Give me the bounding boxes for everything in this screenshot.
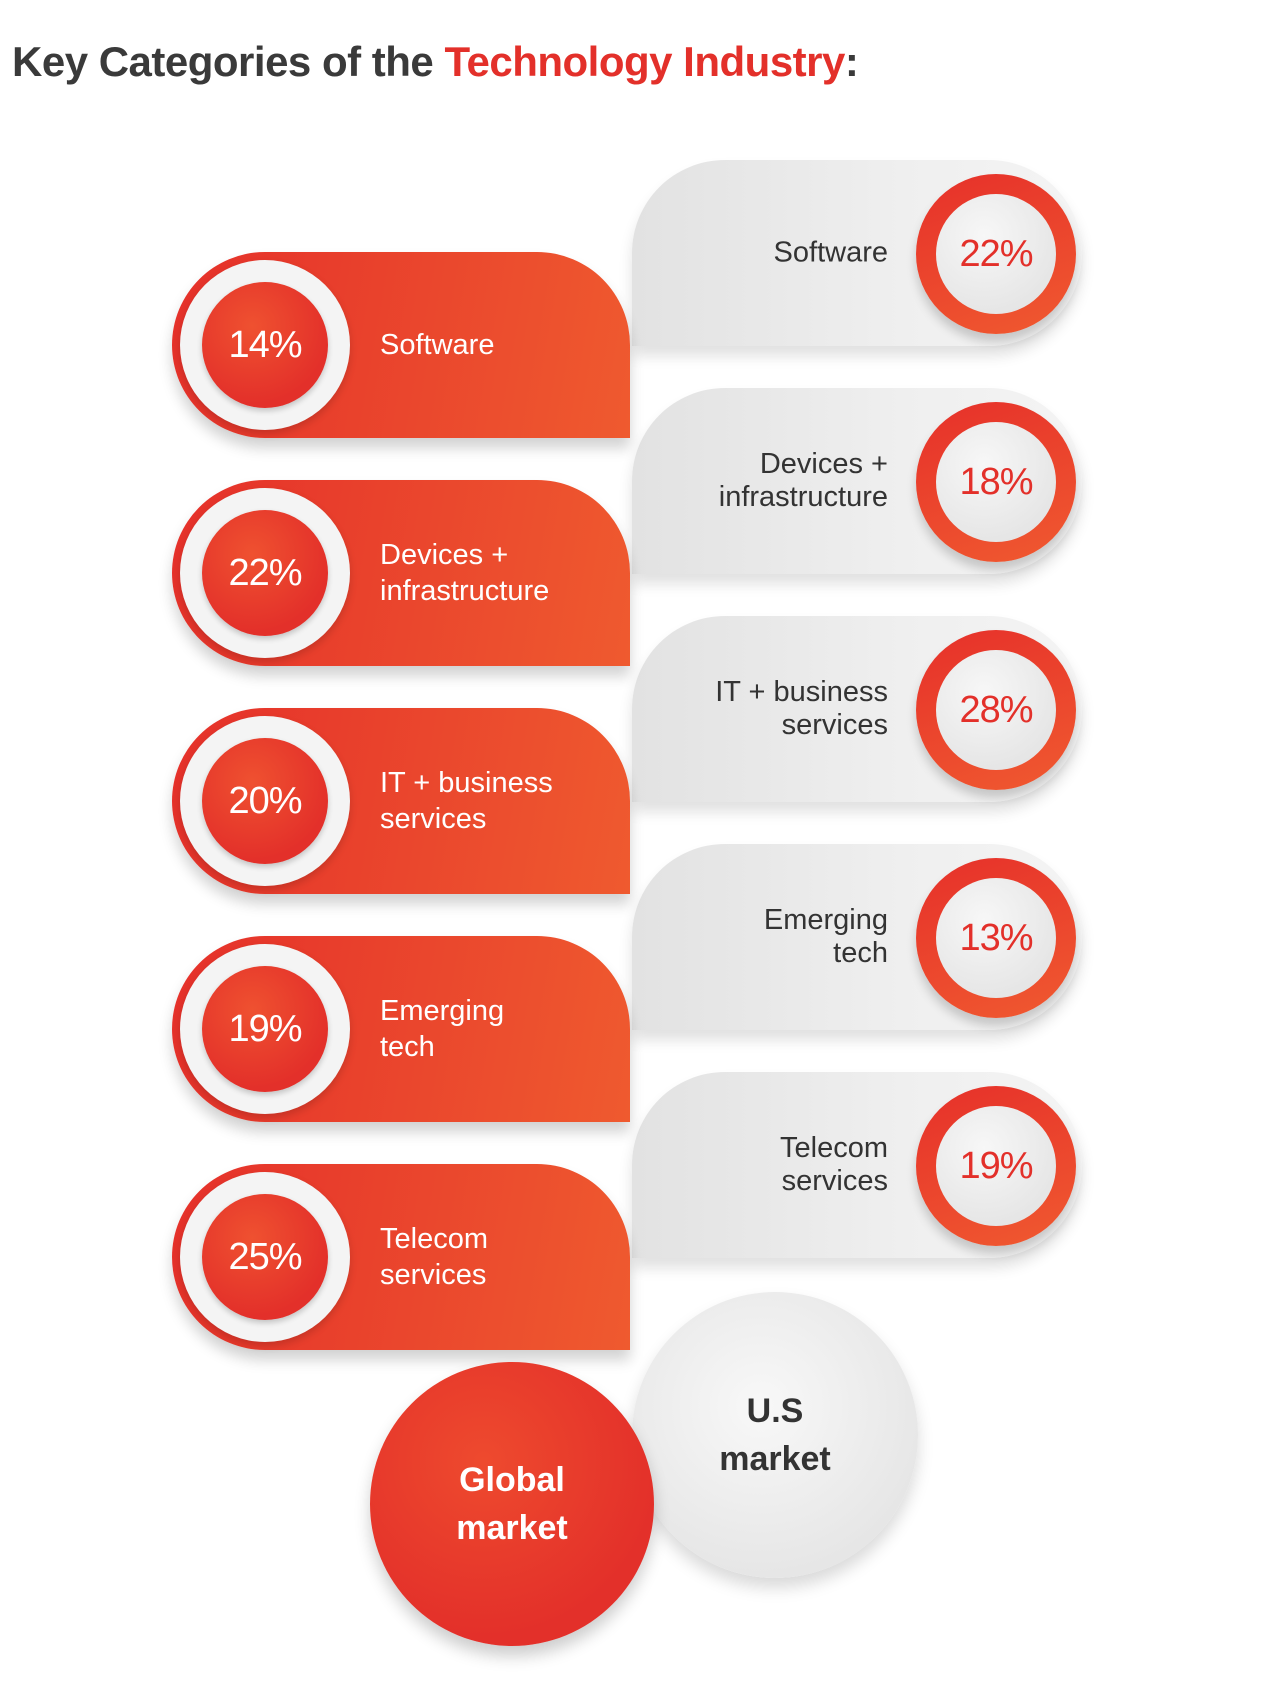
global-item-emerging-tech: 19% Emerging tech — [172, 936, 630, 1122]
global-item-telecom: 25% Telecom services — [172, 1164, 630, 1350]
global-item-software: 14% Software — [172, 252, 630, 438]
us-item-label: Devices + infrastructure — [718, 448, 888, 513]
us-percent-ring: 18% — [916, 402, 1076, 562]
global-item-label: Telecom services — [380, 1223, 488, 1291]
us-percent: 22% — [959, 232, 1033, 275]
global-percent-ring: 19% — [180, 944, 350, 1114]
global-item-label: Emerging tech — [380, 995, 505, 1063]
page-title: Key Categories of the Technology Industr… — [12, 38, 859, 86]
global-item-devices: 22% Devices + infrastructure — [172, 480, 630, 666]
global-percent-ring: 20% — [180, 716, 350, 886]
us-item-label: IT + business services — [715, 676, 888, 741]
global-market-circle: Global market — [370, 1362, 654, 1646]
global-percent-ring: 14% — [180, 260, 350, 430]
us-percent: 19% — [959, 1144, 1033, 1187]
global-item-label: Software — [380, 329, 495, 361]
global-percent: 22% — [228, 551, 302, 594]
global-percent: 19% — [228, 1007, 302, 1050]
us-item-it-services: IT + business services 28% — [632, 616, 1082, 802]
title-highlight: Technology Industry — [444, 38, 845, 85]
us-market-label-line2: market — [719, 1440, 831, 1478]
us-percent-ring: 22% — [916, 174, 1076, 334]
us-percent-ring: 28% — [916, 630, 1076, 790]
global-item-label: IT + business services — [380, 767, 553, 835]
us-item-software: Software 22% — [632, 160, 1082, 346]
us-percent-ring: 13% — [916, 858, 1076, 1018]
us-percent-ring: 19% — [916, 1086, 1076, 1246]
us-item-emerging-tech: Emerging tech 13% — [632, 844, 1082, 1030]
title-prefix: Key Categories of the — [12, 38, 445, 85]
us-item-label: Software — [773, 236, 888, 269]
global-percent-ring: 25% — [180, 1172, 350, 1342]
us-item-label: Emerging tech — [763, 904, 888, 969]
us-market-label-line1: U.S — [746, 1392, 804, 1430]
global-item-label: Devices + infrastructure — [380, 539, 550, 607]
us-market-circle: U.S market — [632, 1292, 918, 1578]
us-percent: 13% — [959, 916, 1033, 959]
global-item-it-services: 20% IT + business services — [172, 708, 630, 894]
global-percent: 14% — [228, 323, 302, 366]
us-percent: 28% — [959, 688, 1033, 731]
title-suffix: : — [844, 38, 859, 85]
us-item-devices: Devices + infrastructure 18% — [632, 388, 1082, 574]
global-percent: 25% — [228, 1235, 302, 1278]
global-market-label-line1: Global — [459, 1461, 565, 1499]
global-percent: 20% — [228, 779, 302, 822]
us-percent: 18% — [959, 460, 1033, 503]
global-percent-ring: 22% — [180, 488, 350, 658]
us-item-label: Telecom services — [780, 1132, 888, 1197]
global-market-label-line2: market — [456, 1509, 568, 1547]
us-item-telecom: Telecom services 19% — [632, 1072, 1082, 1258]
